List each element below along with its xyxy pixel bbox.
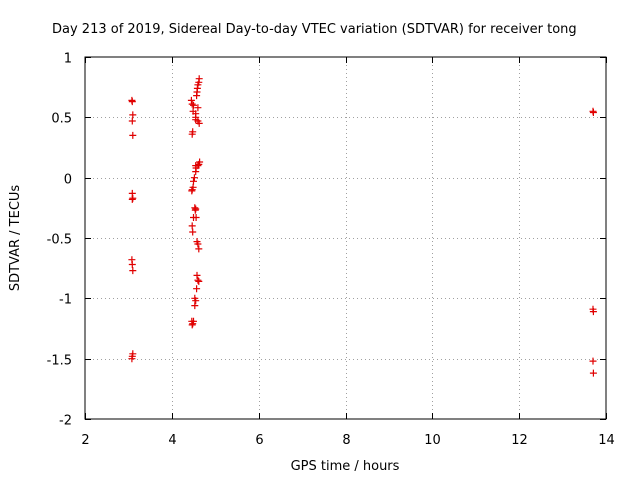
data-point (191, 302, 199, 310)
data-point (128, 195, 136, 203)
data-points (128, 75, 597, 377)
data-point (195, 277, 203, 285)
data-point (194, 104, 202, 112)
x-tick-label: 14 (598, 433, 615, 448)
data-point (195, 75, 203, 83)
y-axis-label: SDTVAR / TECUs (8, 185, 23, 292)
data-point (128, 98, 136, 106)
y-tick-label: -1 (59, 293, 72, 308)
data-point (128, 355, 136, 363)
x-tick-label: 6 (255, 433, 263, 448)
data-point (188, 130, 196, 138)
data-point (129, 131, 137, 139)
data-point (190, 177, 197, 185)
data-point (187, 96, 195, 104)
data-point (589, 369, 597, 377)
data-point (195, 119, 203, 127)
data-point (194, 276, 202, 284)
data-point (194, 240, 202, 248)
data-point (189, 228, 197, 236)
data-point (128, 117, 136, 125)
data-point (128, 261, 136, 268)
x-tick-label: 10 (424, 433, 441, 448)
data-point (589, 357, 597, 365)
y-tick-label: 0.5 (51, 112, 72, 127)
data-point (190, 214, 197, 221)
data-point (196, 158, 204, 166)
x-axis-label: GPS time / hours (291, 459, 400, 474)
data-point (190, 101, 197, 109)
data-point (192, 297, 200, 305)
x-tick-label: 4 (168, 433, 176, 448)
data-point (192, 205, 200, 213)
y-tick-label: -2 (59, 414, 72, 429)
x-tick-label: 12 (511, 433, 528, 448)
data-point (129, 111, 137, 119)
chart-title: Day 213 of 2019, Sidereal Day-to-day VTE… (52, 22, 577, 37)
data-point (188, 187, 196, 195)
data-point (188, 100, 196, 108)
data-point (193, 285, 201, 293)
y-tick-label: 0 (64, 173, 72, 188)
grid (85, 57, 606, 419)
x-tick-label: 8 (342, 433, 350, 448)
data-point (188, 222, 196, 230)
x-tick-label: 2 (81, 433, 89, 448)
y-tick-label: -1.5 (47, 354, 72, 369)
axis-ticks (85, 57, 607, 420)
data-point (129, 267, 137, 275)
data-point (188, 317, 196, 325)
y-tick-label: 1 (64, 52, 72, 67)
axis-tick-labels: 2 4 6 8 10 12 14 -2 -1.5 -1 -0.5 0 0.5 1 (47, 52, 615, 449)
data-point (194, 162, 202, 170)
data-point (190, 174, 198, 182)
data-point (589, 308, 597, 316)
data-point (193, 271, 201, 279)
data-point (195, 245, 203, 253)
y-tick-label: -0.5 (47, 233, 72, 248)
data-point (589, 109, 597, 116)
